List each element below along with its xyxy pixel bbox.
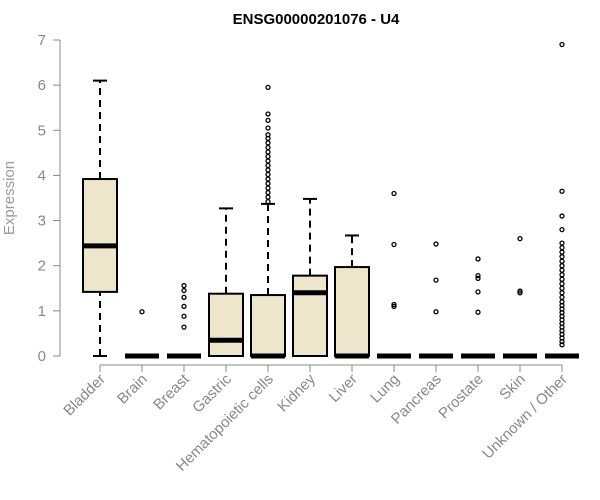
outlier-point bbox=[265, 171, 271, 178]
outlier-point bbox=[265, 189, 271, 196]
outlier-point bbox=[181, 324, 187, 330]
outlier-point bbox=[391, 190, 397, 197]
x-tick-label: Prostate bbox=[435, 371, 487, 423]
outlier-point bbox=[559, 294, 565, 300]
outlier-point bbox=[559, 299, 565, 305]
outlier-point bbox=[475, 256, 481, 262]
x-tick-label: Breast bbox=[150, 370, 193, 413]
outlier-point bbox=[517, 235, 523, 242]
outlier-point bbox=[559, 188, 565, 194]
box-group bbox=[545, 41, 579, 359]
outlier-point bbox=[559, 213, 565, 219]
iqr-box bbox=[292, 274, 328, 358]
outlier-point bbox=[265, 185, 271, 191]
x-tick-label: Kidney bbox=[274, 370, 319, 415]
outlier-point bbox=[265, 158, 271, 164]
outlier-point bbox=[433, 277, 439, 283]
outlier-point bbox=[559, 263, 565, 269]
y-tick-label: 5 bbox=[38, 122, 46, 139]
outlier-point bbox=[391, 301, 397, 308]
outlier-point bbox=[559, 267, 565, 273]
iqr-box bbox=[82, 178, 118, 293]
outlier-point bbox=[559, 226, 565, 233]
box-group bbox=[167, 282, 201, 359]
x-tick-label: Liver bbox=[326, 371, 361, 406]
outlier-point bbox=[559, 272, 565, 278]
outlier-point bbox=[559, 240, 565, 246]
outlier-point bbox=[265, 153, 271, 160]
box-group bbox=[208, 207, 244, 357]
outlier-point bbox=[517, 290, 523, 296]
outlier-point bbox=[559, 254, 565, 260]
outlier-point bbox=[181, 294, 187, 300]
outlier-point bbox=[181, 313, 187, 319]
outlier-point bbox=[265, 140, 271, 146]
outlier-point bbox=[559, 41, 565, 48]
outlier-point bbox=[265, 117, 271, 124]
outlier-point bbox=[265, 162, 271, 169]
y-tick-label: 7 bbox=[38, 32, 46, 49]
outlier-point bbox=[559, 290, 565, 296]
outlier-point bbox=[391, 303, 397, 309]
outlier-point bbox=[265, 149, 271, 155]
y-tick-label: 1 bbox=[38, 303, 46, 320]
x-tick-label: Brain bbox=[114, 371, 151, 408]
box-group bbox=[250, 84, 286, 359]
outlier-point bbox=[265, 176, 271, 182]
outlier-point bbox=[265, 167, 271, 173]
y-tick-label: 3 bbox=[38, 213, 46, 230]
outlier-point bbox=[433, 241, 439, 247]
outlier-point bbox=[265, 132, 271, 138]
outlier-point bbox=[139, 309, 145, 315]
outlier-point bbox=[265, 144, 271, 151]
y-tick-label: 4 bbox=[38, 167, 46, 184]
iqr-box bbox=[334, 266, 370, 357]
outlier-point bbox=[265, 198, 271, 205]
box-group bbox=[292, 197, 328, 358]
y-tick-label: 2 bbox=[38, 258, 46, 275]
outlier-point bbox=[433, 309, 439, 315]
outlier-point bbox=[265, 111, 271, 117]
outlier-point bbox=[181, 282, 187, 289]
outlier-point bbox=[559, 281, 565, 287]
outlier-point bbox=[517, 288, 523, 294]
box-group bbox=[461, 256, 495, 359]
outlier-point bbox=[559, 342, 565, 348]
y-axis-title: Expression bbox=[1, 161, 18, 235]
outlier-point bbox=[559, 245, 565, 251]
box-group bbox=[503, 235, 537, 359]
x-tick-label: Bladder bbox=[60, 371, 109, 420]
outlier-point bbox=[181, 303, 187, 309]
box-group bbox=[82, 79, 118, 357]
y-tick-label: 0 bbox=[38, 348, 46, 365]
outlier-point bbox=[181, 287, 187, 294]
x-tick-label: Lung bbox=[367, 371, 403, 407]
iqr-box bbox=[250, 294, 286, 357]
outlier-point bbox=[559, 249, 565, 255]
plot-area bbox=[82, 41, 579, 359]
y-tick-label: 6 bbox=[38, 77, 46, 94]
outlier-point bbox=[559, 276, 565, 282]
outlier-point bbox=[265, 125, 271, 131]
outlier-point bbox=[559, 258, 565, 264]
outlier-point bbox=[475, 309, 481, 315]
box-group bbox=[334, 234, 370, 359]
outlier-point bbox=[265, 194, 271, 200]
chart-title: ENSG00000201076 - U4 bbox=[233, 11, 400, 28]
y-axis: 0 1 2 3 4 5 6 7 bbox=[38, 32, 61, 365]
box-group bbox=[377, 190, 411, 359]
outlier-point bbox=[475, 289, 481, 295]
outlier-point bbox=[265, 84, 271, 91]
iqr-box bbox=[208, 292, 244, 357]
outlier-point bbox=[475, 272, 481, 279]
outlier-point bbox=[265, 180, 271, 187]
x-tick-label: Skin bbox=[496, 371, 529, 404]
outlier-point bbox=[391, 241, 397, 248]
box-group bbox=[125, 309, 159, 359]
outlier-point bbox=[559, 285, 565, 291]
box-group bbox=[419, 241, 453, 359]
outlier-point bbox=[475, 275, 481, 282]
